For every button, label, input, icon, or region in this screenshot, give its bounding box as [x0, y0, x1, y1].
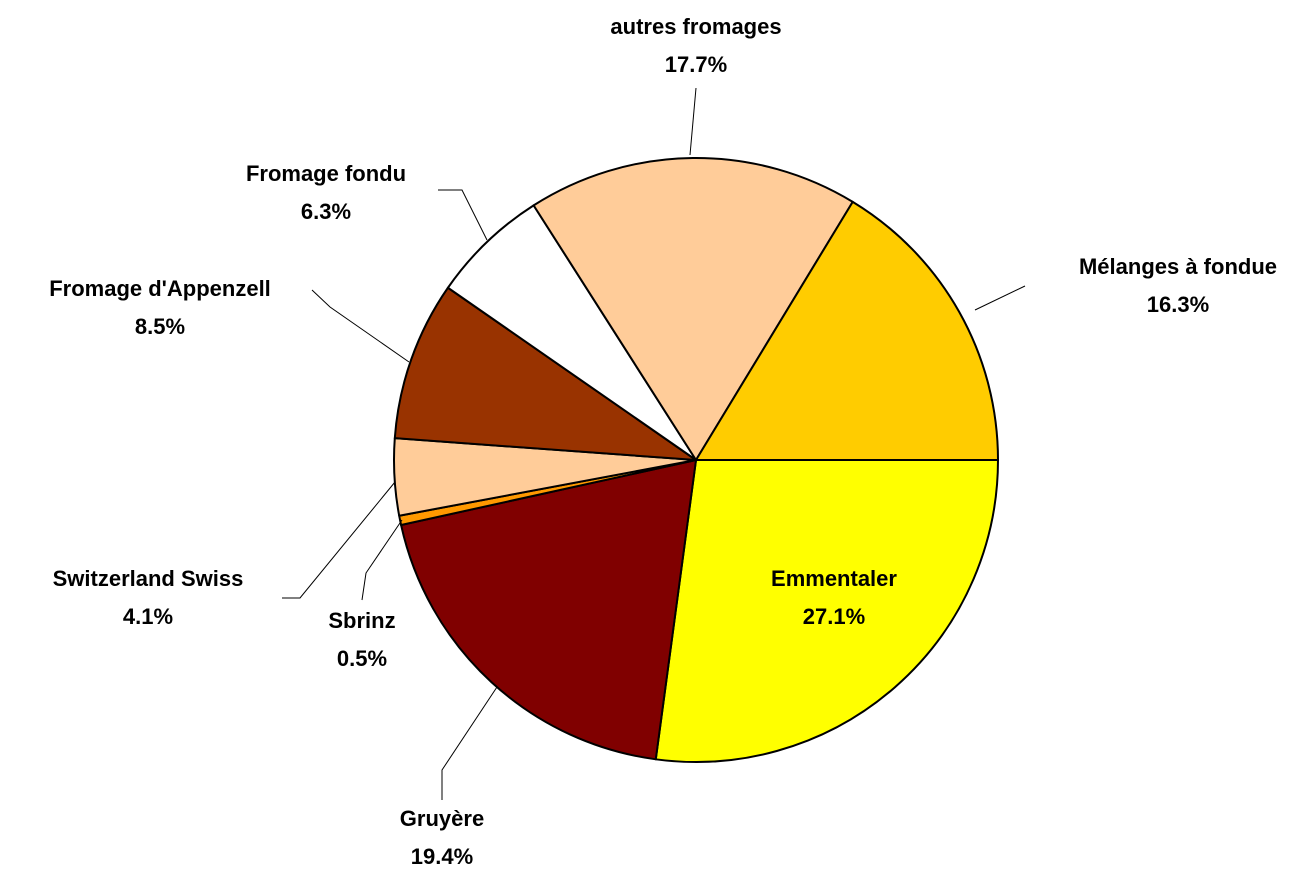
- pie-slice: [695, 200, 999, 461]
- slice-label: Switzerland Swiss: [53, 566, 244, 591]
- slice-value-label: 8.5%: [135, 314, 185, 339]
- leader-lines: [282, 87, 1026, 800]
- slice-value-label: 0.5%: [337, 646, 387, 671]
- leader-line: [974, 285, 1026, 311]
- pie-slice: [532, 157, 854, 461]
- slice-value-label: 16.3%: [1147, 292, 1209, 317]
- slice-value-label: 17.7%: [665, 52, 727, 77]
- leader-line: [441, 686, 498, 800]
- labels: Emmentaler 27.1% Gruyère 19.4% Sbrinz 0.5% Swi…: [49, 14, 1277, 869]
- leader-line: [361, 519, 403, 601]
- slice-label: Sbrinz: [328, 608, 395, 633]
- pie: [393, 157, 999, 763]
- pie-slice: [654, 459, 999, 763]
- slice-label: Fromage fondu: [246, 161, 406, 186]
- slice-label: autres fromages: [610, 14, 781, 39]
- slice-label: Gruyère: [400, 806, 484, 831]
- leader-line: [438, 189, 488, 241]
- slice-value-label: 27.1%: [803, 604, 865, 629]
- slice-label: Emmentaler: [771, 566, 897, 591]
- slice-value-label: 4.1%: [123, 604, 173, 629]
- slice-value-label: 19.4%: [411, 844, 473, 869]
- leader-line: [689, 87, 697, 156]
- pie-slice: [446, 204, 697, 461]
- pie-slice: [393, 286, 697, 461]
- slice-label: Fromage d'Appenzell: [49, 276, 271, 301]
- leader-line: [282, 481, 396, 599]
- slice-label: Mélanges à fondue: [1079, 254, 1277, 279]
- slice-value-label: 6.3%: [301, 199, 351, 224]
- leader-line: [311, 289, 410, 363]
- pie-slice: [400, 459, 697, 761]
